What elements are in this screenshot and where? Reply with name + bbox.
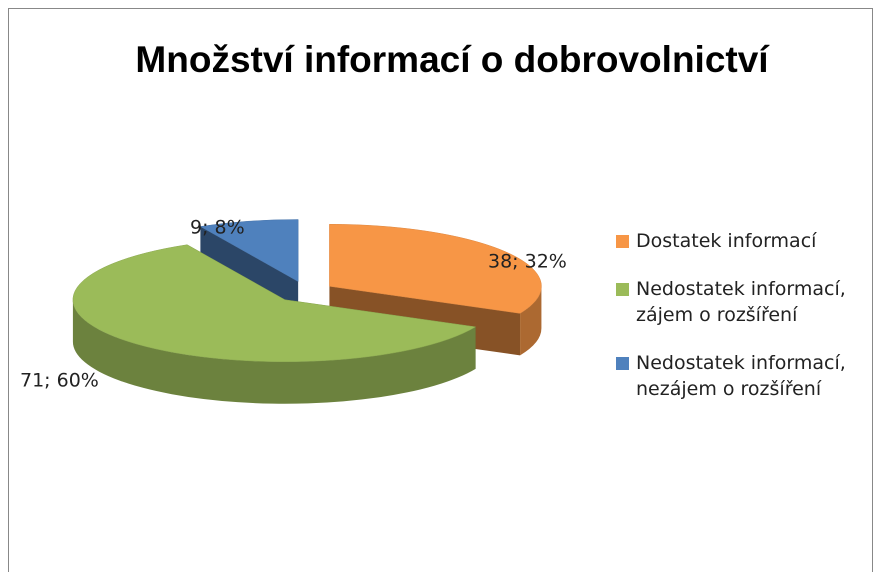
data-label: 71; 60% — [20, 370, 99, 392]
chart-frame — [8, 8, 873, 572]
chart-title: Množství informací o dobrovolnictví — [135, 39, 770, 80]
pie-slice — [72, 244, 477, 362]
pie-side — [520, 286, 542, 356]
legend-item: Dostatek informací — [616, 228, 866, 254]
pie-slice — [329, 224, 542, 314]
legend-label: Dostatek informací — [636, 230, 817, 252]
legend-swatch — [616, 235, 629, 248]
legend-swatch — [616, 357, 629, 370]
data-label: 9; 8% — [190, 217, 245, 239]
legend-item: Nedostatek informací, zájem o rozšíření — [616, 276, 866, 328]
pie-slice — [199, 219, 299, 282]
legend-label: Nedostatek informací, zájem o rozšíření — [636, 278, 846, 326]
pie-side — [72, 299, 476, 404]
legend-item: Nedostatek informací, nezájem o rozšířen… — [616, 350, 866, 402]
legend: Dostatek informací Nedostatek informací, … — [616, 228, 866, 424]
data-label: 38; 32% — [488, 251, 567, 273]
legend-label: Nedostatek informací, nezájem o rozšířen… — [636, 352, 846, 400]
legend-swatch — [616, 283, 629, 296]
